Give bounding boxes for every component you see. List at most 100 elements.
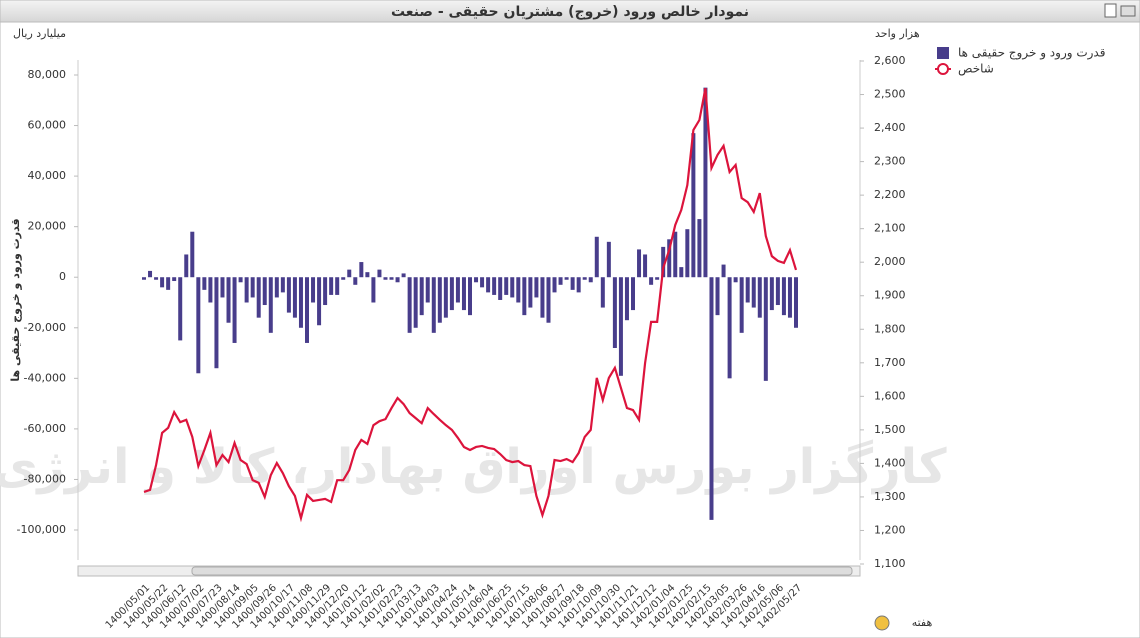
bar [172, 277, 177, 282]
bar [655, 277, 660, 280]
bar [667, 239, 672, 278]
bar [262, 277, 267, 306]
bar [178, 277, 183, 341]
y-tick-label: 60,000 [28, 119, 67, 132]
bar [184, 254, 189, 278]
bar [600, 277, 605, 308]
bar [691, 133, 696, 278]
bar [703, 87, 708, 278]
legend-swatch [937, 63, 949, 75]
y2-tick-label: 1,800 [874, 322, 906, 335]
bar [365, 272, 370, 278]
bar [498, 277, 503, 300]
bar [781, 277, 786, 316]
bar [383, 277, 388, 280]
bar [631, 277, 635, 311]
bar [594, 236, 599, 278]
y2-tick-label: 1,300 [874, 490, 906, 503]
bar [504, 277, 509, 295]
bar [769, 277, 774, 311]
bar [461, 277, 466, 311]
bar [226, 277, 231, 323]
chart-title: نمودار خالص ورود (خروج) مشتریان حقیقی - … [391, 4, 749, 20]
bar [154, 277, 159, 280]
bar [359, 262, 364, 278]
bar [474, 277, 479, 283]
bar [292, 277, 297, 318]
bar [449, 277, 454, 311]
y2-tick-label: 1,100 [874, 557, 906, 570]
bar [606, 241, 611, 278]
y-tick-label: 40,000 [28, 169, 67, 182]
bar [208, 277, 213, 303]
legend-label: قدرت ورود و خروج حقیقی ها [958, 46, 1105, 61]
print-icon[interactable] [1120, 5, 1136, 17]
y-unit: میلیارد ریال [13, 27, 66, 40]
scrollbar-thumb[interactable] [191, 566, 853, 576]
refresh-button[interactable] [874, 615, 890, 631]
bar [552, 277, 557, 293]
bar [721, 264, 726, 278]
bar [510, 277, 515, 298]
y2-tick-label: 1,600 [874, 389, 906, 402]
bar [286, 277, 291, 313]
bar [160, 277, 165, 288]
bar [564, 277, 569, 280]
bar [190, 231, 195, 278]
bar [540, 277, 545, 318]
bar [250, 277, 255, 298]
bar [715, 277, 720, 316]
bar [395, 277, 400, 283]
bar [685, 229, 690, 278]
bar [751, 277, 756, 308]
y2-tick-label: 2,300 [874, 155, 906, 168]
bar [148, 270, 153, 278]
bar [377, 269, 382, 278]
bar [323, 277, 328, 306]
y2-tick-label: 2,500 [874, 88, 906, 101]
bar [492, 277, 497, 295]
bar [305, 277, 309, 343]
bar [311, 277, 316, 303]
y-tick-label: 80,000 [28, 68, 67, 81]
line [143, 87, 798, 523]
y-tick-label: -100,000 [17, 523, 66, 536]
bar [244, 277, 249, 303]
bar [649, 277, 654, 285]
bar [268, 277, 273, 333]
bar [371, 277, 376, 303]
bar [794, 277, 798, 328]
bar [516, 277, 521, 303]
bar [787, 277, 792, 318]
y2-tick-label: 2,400 [874, 121, 906, 134]
bar [745, 277, 750, 303]
bar [443, 277, 448, 318]
bar [570, 277, 575, 290]
y2-tick-label: 1,500 [874, 423, 906, 436]
bar [455, 277, 460, 303]
bar [528, 277, 533, 308]
y-tick-label: 0 [59, 270, 66, 283]
bar [480, 277, 485, 288]
bar [335, 277, 340, 295]
bar [763, 277, 768, 381]
y2-tick-label: 1,700 [874, 356, 906, 369]
bar [232, 277, 237, 343]
bar [341, 277, 346, 280]
y-tick-label: -60,000 [24, 422, 66, 435]
y-tick-label: -40,000 [24, 371, 66, 384]
title-bar [0, 0, 1140, 23]
bar [202, 277, 207, 290]
y-tick-label: -80,000 [24, 472, 66, 485]
bar [298, 277, 303, 328]
y-tick-label: -20,000 [24, 321, 66, 334]
pdf-icon[interactable] [1104, 3, 1117, 18]
bar [558, 277, 563, 285]
bar [486, 277, 491, 293]
bar [775, 277, 780, 306]
bar [274, 277, 279, 298]
bar [437, 277, 442, 323]
bar [727, 277, 732, 379]
